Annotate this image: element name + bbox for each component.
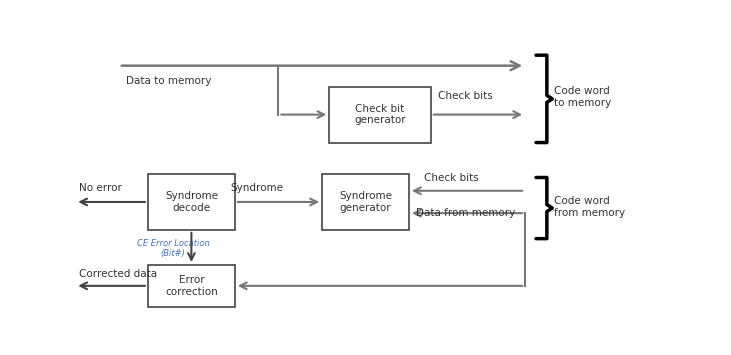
- Text: CE Error Location
(Bit#): CE Error Location (Bit#): [137, 239, 210, 258]
- FancyBboxPatch shape: [148, 174, 235, 230]
- Text: Data from memory: Data from memory: [416, 208, 515, 218]
- Text: Error
correction: Error correction: [165, 275, 218, 297]
- Text: Check bits: Check bits: [423, 173, 478, 183]
- FancyBboxPatch shape: [329, 87, 431, 143]
- Text: Check bit
generator: Check bit generator: [355, 104, 406, 125]
- Text: Check bits: Check bits: [438, 91, 493, 100]
- FancyBboxPatch shape: [148, 265, 235, 307]
- Text: Code word
from memory: Code word from memory: [554, 196, 625, 218]
- Text: Syndrome: Syndrome: [230, 183, 283, 193]
- Text: Corrected data: Corrected data: [79, 269, 157, 279]
- Text: Code word
to memory: Code word to memory: [554, 86, 611, 108]
- Text: Syndrome
decode: Syndrome decode: [165, 191, 218, 213]
- Text: No error: No error: [79, 183, 122, 193]
- Text: Syndrome
generator: Syndrome generator: [339, 191, 392, 213]
- FancyBboxPatch shape: [322, 174, 409, 230]
- Text: Data to memory: Data to memory: [126, 76, 211, 86]
